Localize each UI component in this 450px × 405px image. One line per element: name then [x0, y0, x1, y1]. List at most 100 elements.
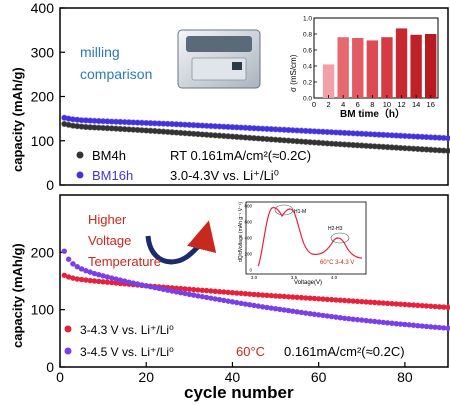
- bottom-series-2-point: [234, 299, 240, 306]
- bottom-series-2-point: [311, 311, 318, 317]
- bottom-series-2-point: [389, 320, 395, 326]
- bottom-x-tick-label: 20: [138, 369, 154, 385]
- bottom-y-tick-label: 0: [46, 359, 54, 375]
- bottom-series-2-point: [221, 297, 227, 304]
- bottom-series-1-point: [285, 294, 292, 300]
- top-series-2-point: [444, 135, 450, 142]
- bottom-y-tick-label: 100: [31, 302, 55, 318]
- inset-bar: [410, 34, 422, 98]
- bottom-series-1-point: [372, 299, 378, 306]
- bottom-series-1-point: [298, 294, 305, 301]
- legend-label-bm4h: BM4h: [92, 148, 126, 163]
- bottom-x-tick-label: 40: [225, 369, 241, 385]
- bottom-series-2-point: [285, 307, 292, 314]
- bottom-series-2-point: [212, 296, 218, 302]
- bottom-series-1-point: [350, 298, 356, 304]
- annotation-voltage: Voltage: [88, 233, 131, 248]
- bottom-series-2-point: [208, 295, 214, 301]
- conductivity-inset: 0 2 4 6 8 10 12 14 16 0.0 0.2 0.4 0.6 0.8 1.0 BM time（…: [289, 16, 439, 120]
- bottom-series-1-point: [393, 301, 399, 307]
- inset-y-tick-label: 0.2: [303, 80, 312, 87]
- annotation-temperature: Temperature: [88, 254, 161, 269]
- bottom-series-1-point: [264, 292, 270, 299]
- bottom-series-2-point: [96, 271, 102, 278]
- bottom-series-1-point: [272, 293, 279, 299]
- bottom-series-1-point: [440, 304, 447, 310]
- bottom-series-2-point: [246, 302, 253, 308]
- inset-y-label: σ (mS/cm): [289, 54, 298, 92]
- legend-marker-bm4h: [76, 151, 84, 159]
- bottom-series-1-point: [100, 279, 106, 285]
- bottom-series-2-point: [70, 261, 76, 267]
- bottom-series-1-point: [229, 289, 236, 296]
- bottom-series-1-point: [346, 298, 352, 304]
- bottom-series-1-point: [238, 290, 244, 297]
- legend-label-45v: 3-4.5 V vs. Li⁺/Li⁰: [80, 345, 174, 359]
- bottom-series-1-point: [199, 287, 205, 293]
- bottom-series-layer: [61, 248, 450, 331]
- bottom-series-2-point: [346, 316, 352, 322]
- bottom-series-2-point: [113, 276, 119, 282]
- bottom-x-ticks: 0 20 40 60 80: [56, 362, 413, 385]
- dqdv-y-tick-label: 200: [244, 252, 252, 257]
- bottom-series-1-point: [384, 300, 391, 307]
- bottom-series-2-point: [199, 293, 205, 300]
- bottom-series-2-point: [423, 323, 430, 330]
- bottom-series-2-point: [281, 307, 287, 313]
- bottom-series-2-point: [259, 304, 266, 310]
- bottom-series-2-point: [320, 312, 326, 319]
- bottom-series-2-point: [333, 314, 339, 320]
- bottom-series-2-point: [272, 305, 279, 312]
- bottom-series-2-point: [350, 316, 356, 322]
- inset-y-tick-label: 1.0: [303, 16, 312, 23]
- condition-temperature: 60°C: [236, 344, 265, 359]
- bottom-series-2-point: [397, 321, 404, 327]
- bottom-series-1-point: [410, 302, 417, 308]
- inset-bars: [322, 28, 437, 98]
- bottom-series-2-point: [341, 315, 348, 321]
- bottom-series-2-point: [419, 323, 425, 329]
- bottom-series-1-point: [402, 301, 408, 308]
- top-y-tick-label: 0: [46, 177, 54, 193]
- bottom-series-1-point: [234, 290, 240, 296]
- bottom-series-2-point: [428, 324, 434, 330]
- bottom-series-2-point: [165, 287, 171, 293]
- bottom-series-1-point: [104, 279, 111, 285]
- bottom-series-1-point: [109, 279, 115, 286]
- bottom-series-2-point: [432, 324, 438, 330]
- bottom-series-1-point: [423, 303, 430, 309]
- bottom-series-1-point: [190, 286, 197, 293]
- bottom-x-tick-label: 60: [311, 369, 327, 385]
- legend-label-43v: 3-4.3 V vs. Li⁺/Li⁰: [80, 323, 174, 337]
- bottom-series-1-point: [432, 303, 438, 310]
- bottom-series-1-point: [65, 274, 72, 280]
- bottom-series-1-point: [212, 288, 218, 295]
- bottom-series-2-point: [100, 273, 106, 279]
- curved-arrow: [145, 220, 217, 265]
- bottom-series-1-point: [415, 302, 421, 309]
- bottom-series-2-point: [393, 320, 399, 327]
- inset-y-tick-label: 0.6: [303, 48, 312, 55]
- inset-bar: [381, 37, 393, 98]
- bottom-series-2-point: [402, 321, 408, 328]
- top-y-ticks: 0 100 200 300 400: [31, 0, 65, 193]
- bottom-series-1-point: [303, 295, 309, 301]
- top-y-tick-label: 400: [31, 0, 55, 16]
- dqdv-x-tick-label: 3.0: [251, 275, 258, 280]
- bottom-series-2-point: [87, 269, 93, 275]
- annotation-higher: Higher: [88, 212, 127, 227]
- bottom-series-1-point: [333, 297, 339, 303]
- bottom-series-2-point: [328, 313, 335, 320]
- bottom-x-tick-label: 0: [56, 369, 64, 385]
- bottom-series-1-point: [61, 272, 68, 278]
- inset-x-tick-label: 2: [327, 100, 331, 109]
- bottom-series-2-point: [367, 318, 374, 324]
- bottom-series-2-point: [104, 274, 111, 280]
- bottom-x-tick-label: 80: [397, 369, 413, 385]
- inset-bar: [337, 37, 349, 98]
- bottom-series-1-point: [182, 286, 188, 292]
- legend-label-bm16h: BM16h: [92, 168, 133, 183]
- bottom-series-2-point: [380, 319, 387, 326]
- inset-x-tick-label: 6: [356, 100, 360, 109]
